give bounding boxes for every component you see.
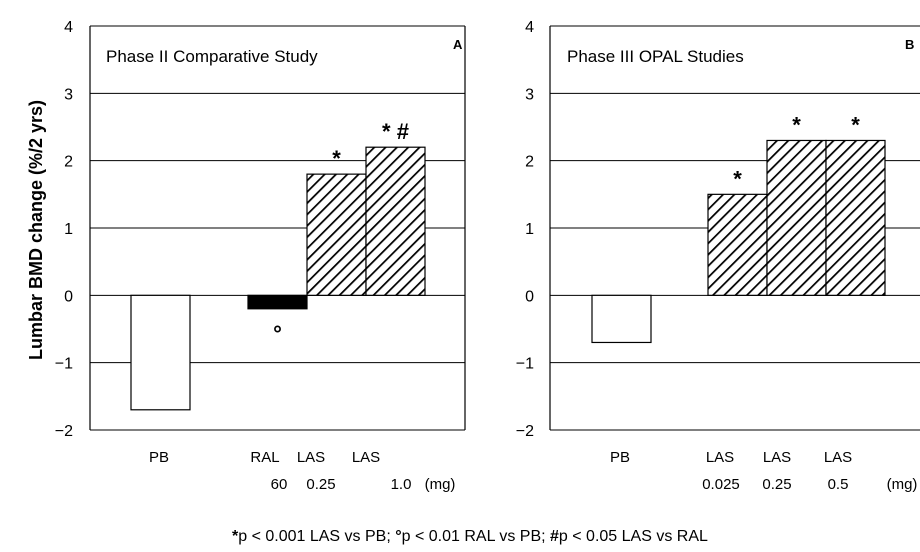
footnote-text-3: p < 0.05 LAS vs RAL — [559, 528, 708, 545]
y-tick-label: 2 — [525, 154, 534, 171]
bar — [591, 294, 652, 344]
footnote-sym-2: ° — [395, 528, 401, 545]
category-label: PB — [610, 449, 630, 466]
significance-mark: * — [332, 146, 341, 171]
footnote: *p < 0.001 LAS vs PB; °p < 0.01 RAL vs P… — [232, 528, 708, 545]
dose-label: 0.5 — [828, 476, 849, 493]
dose-label: 0.25 — [762, 476, 791, 493]
footnote-text-1: p < 0.001 LAS vs PB; — [238, 528, 395, 545]
y-tick-label: 3 — [525, 86, 534, 103]
y-tick-label: 0 — [64, 288, 73, 305]
bar — [247, 294, 308, 310]
unit-label: (mg) — [887, 476, 918, 493]
panel-title: Phase III OPAL Studies — [567, 47, 744, 66]
y-axis-label: Lumbar BMD change (%/2 yrs) — [26, 100, 46, 360]
footnote-text-2: p < 0.01 RAL vs PB; — [402, 528, 550, 545]
y-tick-label: −2 — [516, 423, 534, 440]
panel-letter: A — [453, 37, 463, 52]
significance-mark: ° — [273, 321, 282, 346]
y-tick-label: −2 — [55, 423, 73, 440]
category-label: RAL — [250, 449, 279, 466]
bar — [825, 139, 886, 296]
category-label: PB — [149, 449, 169, 466]
significance-mark: * — [733, 166, 742, 191]
bar — [707, 193, 768, 296]
significance-mark: * — [792, 112, 801, 137]
dose-label: 60 — [271, 476, 288, 493]
dose-label: 0.25 — [306, 476, 335, 493]
unit-label: (mg) — [425, 476, 456, 493]
y-tick-label: 0 — [525, 288, 534, 305]
bar — [306, 173, 367, 296]
footnote-sym-1: * — [232, 528, 239, 545]
category-label: LAS — [297, 449, 325, 466]
y-tick-label: 1 — [64, 221, 73, 238]
y-tick-label: 2 — [64, 154, 73, 171]
category-label: LAS — [706, 449, 734, 466]
category-label: LAS — [824, 449, 852, 466]
panel-a: 4 3 2 1 0 −1 −2 Phase II Comparative Study A PB ° R… — [55, 19, 466, 493]
dose-label: 0.025 — [702, 476, 740, 493]
footnote-sym-3: # — [550, 528, 559, 545]
category-label: LAS — [763, 449, 791, 466]
y-tick-label: 4 — [525, 19, 534, 36]
y-tick-label: −1 — [55, 356, 73, 373]
panel-title: Phase II Comparative Study — [106, 47, 318, 66]
significance-mark: * # — [382, 119, 409, 144]
bar — [130, 294, 191, 411]
y-tick-label: 3 — [64, 86, 73, 103]
bar — [766, 139, 827, 296]
y-tick-label: 4 — [64, 19, 73, 36]
bar — [365, 146, 426, 296]
significance-mark: * — [851, 112, 860, 137]
y-tick-label: 1 — [525, 221, 534, 238]
panel-b: 4 3 2 1 0 −1 −2 Phase III OPAL Studies B PB * LAS 0.… — [516, 19, 920, 493]
y-tick-label: −1 — [516, 356, 534, 373]
dose-label: 1.0 — [391, 476, 412, 493]
category-label: LAS — [352, 449, 380, 466]
panel-letter: B — [905, 37, 914, 52]
